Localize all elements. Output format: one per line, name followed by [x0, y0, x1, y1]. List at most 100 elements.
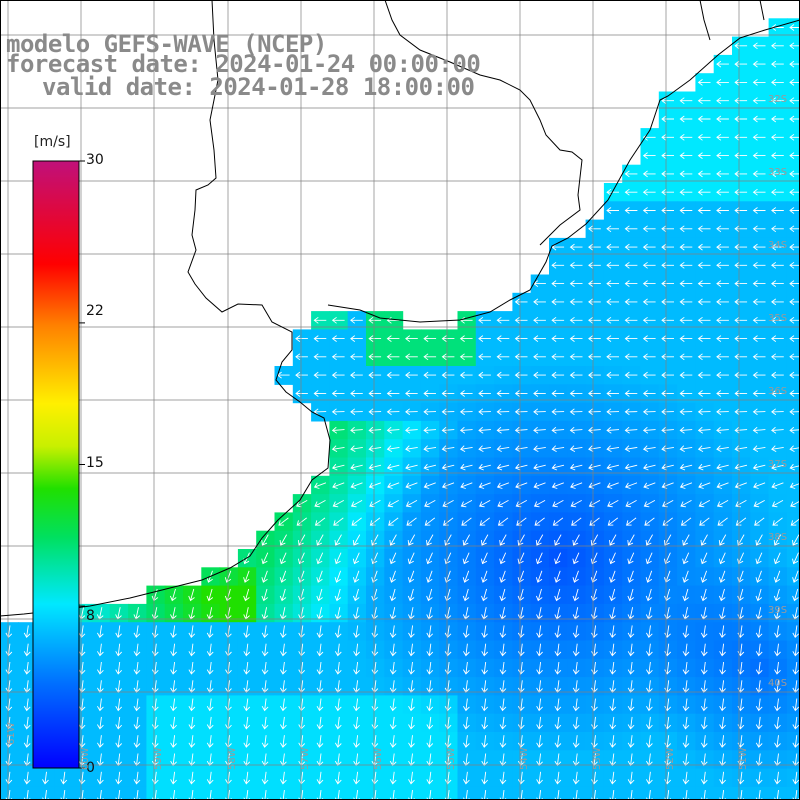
wind-arrow	[627, 661, 635, 675]
wind-arrow	[789, 115, 800, 123]
wind-arrow	[734, 261, 748, 269]
wind-arrow	[569, 463, 583, 471]
wind-arrow	[496, 445, 510, 452]
wind-arrow	[371, 534, 379, 546]
wind-arrow	[499, 625, 507, 639]
wind-arrow	[642, 426, 656, 434]
wind-arrow	[661, 97, 674, 105]
wind-arrow	[554, 771, 562, 785]
wind-arrow	[771, 60, 784, 68]
wind-arrow	[115, 735, 123, 748]
wind-arrow	[5, 735, 13, 748]
wind-arrow	[170, 698, 177, 712]
wind-arrow	[588, 463, 601, 471]
wind-arrow	[753, 500, 765, 508]
wind-arrow	[716, 133, 729, 141]
wind-arrow	[389, 625, 397, 639]
wind-arrow	[734, 316, 748, 324]
wind-arrow	[133, 643, 141, 657]
wind-arrow	[499, 552, 507, 565]
wind-arrow	[755, 698, 763, 712]
wind-arrow	[533, 445, 546, 452]
wind-arrow	[408, 771, 415, 785]
wind-arrow	[478, 353, 491, 361]
wind-arrow	[551, 316, 565, 324]
wind-arrow	[313, 482, 327, 489]
wind-arrow	[444, 735, 452, 748]
wind-arrow	[572, 625, 580, 639]
wind-arrow	[478, 463, 491, 471]
wind-arrow	[389, 735, 397, 748]
wind-arrow	[682, 771, 690, 785]
wind-arrow	[353, 643, 360, 657]
wind-arrow	[60, 771, 68, 785]
wind-arrow	[478, 390, 491, 397]
wind-arrow	[23, 698, 31, 712]
wind-arrow	[368, 335, 382, 342]
wind-arrow	[697, 97, 711, 105]
wind-arrow	[661, 426, 674, 434]
wind-arrow	[664, 716, 672, 730]
wind-arrow	[316, 588, 323, 602]
wind-arrow	[459, 426, 473, 434]
wind-arrow	[426, 661, 434, 675]
wind-arrow	[316, 643, 324, 657]
wind-speed-cell	[786, 603, 800, 623]
wind-arrow	[588, 261, 601, 269]
wind-arrow	[789, 207, 800, 214]
lat-label-37s: 37S	[768, 459, 788, 470]
wind-arrow	[151, 625, 159, 639]
wind-speed-cell	[786, 732, 800, 751]
wind-arrow	[386, 463, 400, 471]
wind-arrow	[78, 625, 86, 639]
wind-arrow	[206, 753, 214, 767]
wind-arrow	[572, 661, 580, 675]
wind-arrow	[774, 661, 781, 675]
wind-arrow	[697, 463, 711, 471]
lon-label-53w: 53W	[592, 747, 603, 770]
wind-arrow	[789, 60, 800, 68]
wind-arrow	[700, 753, 708, 767]
wind-arrow	[78, 771, 86, 785]
wind-arrow	[316, 661, 324, 675]
wind-arrow	[388, 517, 399, 526]
wind-arrow	[642, 335, 656, 342]
wind-arrow	[350, 482, 363, 489]
wind-arrow	[353, 771, 360, 785]
wind-arrow	[752, 152, 766, 159]
wind-arrow	[624, 280, 638, 287]
wind-arrow	[78, 753, 86, 767]
wind-arrow	[661, 408, 674, 416]
wind-arrow	[551, 280, 565, 287]
wind-arrow	[642, 408, 656, 416]
wind-arrow	[572, 698, 580, 712]
wind-arrow	[536, 753, 543, 767]
wind-arrow	[752, 335, 766, 342]
wind-arrow	[682, 661, 690, 675]
wind-arrow	[295, 390, 308, 397]
wind-arrow	[387, 482, 400, 489]
wind-arrow	[481, 716, 489, 730]
wind-arrow	[697, 316, 711, 324]
wind-arrow	[313, 353, 327, 361]
wind-arrow	[664, 643, 672, 657]
wind-arrow	[774, 735, 781, 748]
wind-arrow	[408, 716, 415, 730]
wind-arrow	[752, 353, 766, 361]
wind-arrow	[661, 280, 674, 287]
wind-arrow	[407, 552, 415, 565]
wind-speed-cell	[786, 567, 800, 587]
wind-arrow	[261, 534, 269, 546]
lat-label-39s: 39S	[768, 605, 788, 616]
wind-arrow	[664, 661, 672, 675]
wind-arrow	[626, 517, 637, 526]
wind-arrow	[405, 390, 418, 397]
wind-arrow	[734, 445, 748, 452]
wind-arrow	[774, 643, 781, 657]
wind-arrow	[719, 625, 726, 639]
colorbar-tick-22: 22	[86, 303, 104, 319]
wind-arrow	[551, 298, 565, 306]
wind-arrow	[535, 570, 543, 583]
lat-label-40s: 40S	[768, 678, 788, 689]
wind-arrow	[151, 735, 159, 748]
